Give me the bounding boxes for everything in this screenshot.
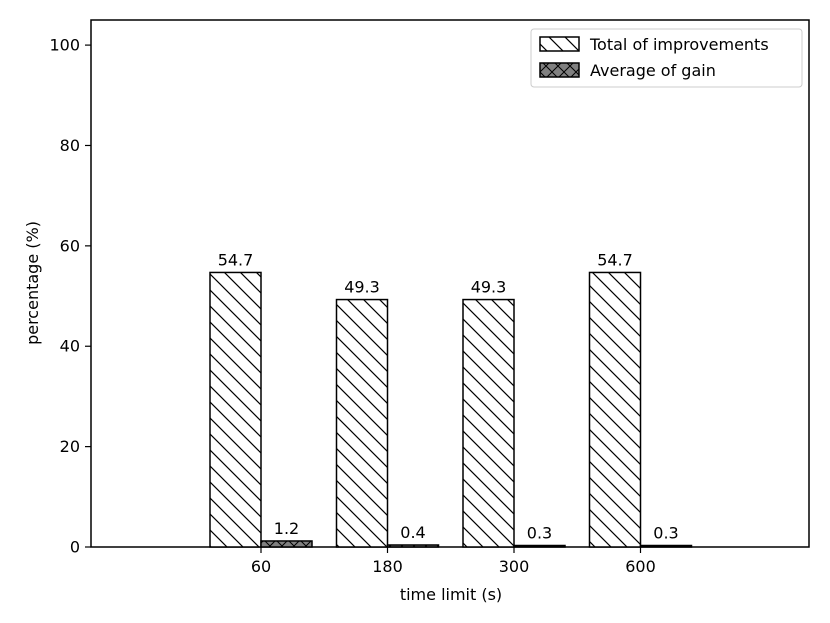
y-tick-label: 20	[60, 437, 80, 456]
y-tick-label: 60	[60, 236, 80, 255]
x-axis: 60 180 300 600	[251, 547, 656, 576]
y-axis: 0 20 40 60 80 100	[49, 36, 91, 557]
bar-total-of-improvements-180	[335, 298, 389, 548]
legend-frame	[530, 28, 803, 88]
y-tick-label: 40	[60, 337, 80, 356]
bar-total-of-improvements-600	[588, 271, 642, 548]
bar-total-of-improvements-60	[209, 271, 262, 548]
bar-average-of-gain-60	[260, 540, 313, 548]
x-axis-label: time limit (s)	[400, 585, 502, 604]
y-tick-label: 100	[49, 36, 80, 55]
bar-average-of-gain-300	[513, 544, 566, 548]
y-axis-label: percentage (%)	[23, 221, 42, 345]
bar-value-label: 49.3	[344, 278, 380, 297]
x-tick-label: 180	[372, 557, 403, 576]
bar-average-of-gain-180	[386, 544, 440, 548]
x-tick-label: 60	[251, 557, 271, 576]
x-tick-label: 600	[625, 557, 656, 576]
legend: Total of improvements Average of gain	[530, 28, 803, 88]
bar-value-label: 0.4	[400, 523, 425, 542]
legend-label-total-of-improvements: Total of improvements	[589, 35, 769, 54]
bar-value-label: 0.3	[527, 523, 552, 542]
bar-value-label: 54.7	[218, 250, 254, 269]
legend-swatch-average-of-gain	[539, 62, 580, 78]
plot-area	[90, 19, 810, 548]
y-tick-label: 80	[60, 136, 80, 155]
bar-value-label: 1.2	[274, 519, 299, 538]
bar-value-label: 54.7	[597, 250, 633, 269]
legend-label-average-of-gain: Average of gain	[590, 61, 716, 80]
bar-average-of-gain-600	[639, 544, 693, 548]
bar-value-label: 49.3	[471, 278, 507, 297]
bar-labels-layer: 54.7 49.3 49.3 54.7 1.2 0.4 0.3 0.3	[218, 250, 679, 542]
legend-swatch-total-of-improvements	[539, 36, 580, 52]
y-tick-label: 0	[70, 538, 80, 557]
bars-layer	[209, 271, 693, 548]
bar-value-label: 0.3	[653, 523, 678, 542]
x-tick-label: 300	[499, 557, 530, 576]
bar-total-of-improvements-300	[462, 298, 515, 548]
